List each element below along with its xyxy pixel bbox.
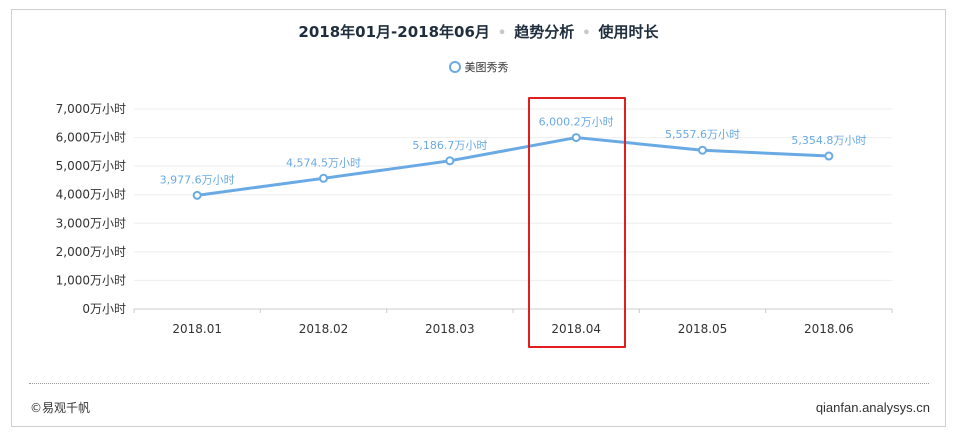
data-point: [571, 133, 581, 143]
y-tick-label: 3,000万小时: [56, 216, 126, 230]
title-type: 趋势分析: [514, 23, 575, 41]
legend[interactable]: 美图秀秀: [0, 59, 957, 75]
data-point: [319, 173, 328, 183]
data-label: 5,186.7万小时: [412, 139, 487, 152]
data-label: 6,000.2万小时: [539, 116, 614, 129]
legend-marker-icon: [448, 61, 461, 73]
x-tick-label: 2018.06: [804, 322, 854, 336]
title-separator-dot: •: [582, 26, 591, 41]
y-tick-label: 6,000万小时: [56, 131, 126, 145]
data-label: 4,574.5万小时: [286, 156, 361, 169]
y-tick-label: 1,000万小时: [56, 273, 126, 287]
data-point: [445, 156, 455, 166]
x-tick-label: 2018.05: [678, 322, 728, 336]
data-point: [824, 151, 834, 161]
x-tick-label: 2018.03: [425, 322, 475, 336]
x-tick-label: 2018.04: [551, 322, 601, 336]
chart-title: 2018年01月-2018年06月 • 趋势分析 • 使用时长: [0, 21, 957, 42]
footer-divider: [29, 383, 929, 384]
y-tick-label: 2,000万小时: [56, 245, 126, 259]
x-tick-label: 2018.02: [299, 322, 349, 336]
x-tick-label: 2018.01: [172, 322, 222, 336]
chart-frame: [11, 9, 946, 427]
y-tick-label: 4,000万小时: [56, 188, 126, 202]
legend-label[interactable]: 美图秀秀: [464, 61, 509, 74]
copyright-text: ©易观千帆: [30, 401, 91, 415]
y-tick-label: 7,000万小时: [56, 102, 126, 116]
data-label: 3,977.6万小时: [160, 173, 235, 186]
data-point: [698, 145, 707, 155]
data-label: 5,354.8万小时: [791, 134, 866, 147]
title-separator-dot: •: [497, 26, 507, 41]
source-text: qianfan.analysys.cn: [815, 400, 930, 415]
data-label: 5,557.6万小时: [665, 128, 740, 141]
y-tick-label: 5,000万小时: [56, 159, 126, 173]
title-metric: 使用时长: [598, 23, 659, 41]
title-period: 2018年01月-2018年06月: [298, 23, 490, 41]
data-point: [192, 190, 202, 200]
y-tick-label: 0万小时: [82, 302, 126, 316]
series-line: [196, 136, 829, 197]
highlight-box: [528, 97, 626, 348]
